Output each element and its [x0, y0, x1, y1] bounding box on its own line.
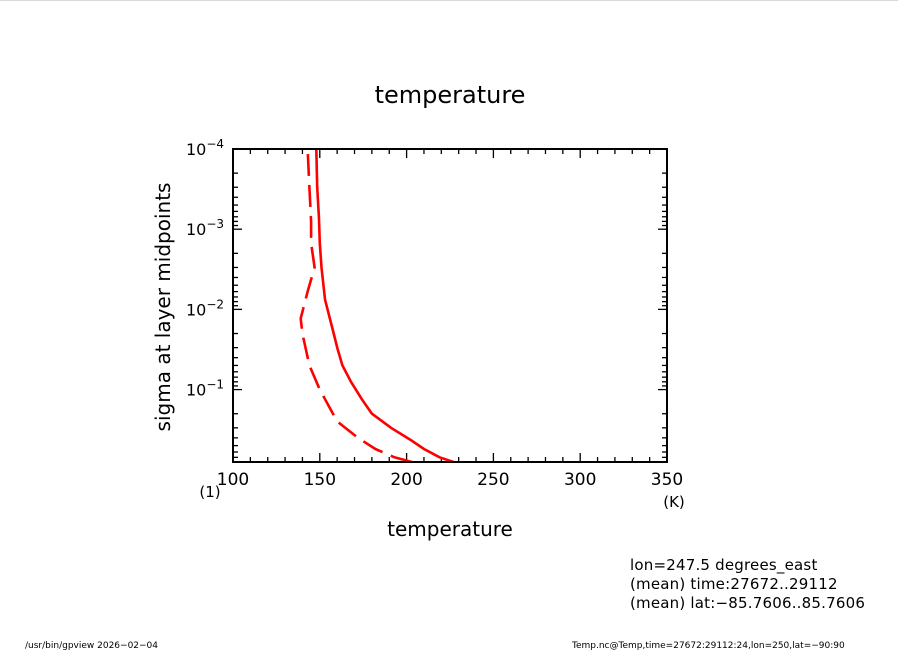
- x-tick-labels: 100 150 200 250 300 350: [217, 470, 683, 490]
- series-line-dashed: [299, 148, 413, 464]
- y-tick-labels: 10−4 10−3 10−2 10−1: [186, 137, 224, 400]
- plot-frame: [232, 148, 668, 463]
- info-lat: (mean) lat:−85.7606..85.7606: [630, 594, 866, 612]
- y-tick-label: 10−3: [186, 217, 224, 239]
- info-time: (mean) time:27672..29112: [630, 575, 838, 593]
- x-tick-label: 300: [564, 470, 596, 490]
- x-tick-label: 250: [477, 470, 509, 490]
- x-axis-label: temperature: [387, 517, 513, 541]
- x-tick-label: 200: [390, 470, 422, 490]
- axis-ticks: [232, 148, 668, 463]
- data-lines: [299, 148, 454, 464]
- x-axis-unit: (K): [663, 493, 685, 511]
- y-tick-label: 10−2: [186, 297, 224, 319]
- chart-title: temperature: [375, 81, 526, 109]
- x-tick-label: 100: [217, 470, 249, 490]
- x-tick-label: 150: [304, 470, 336, 490]
- footer-right: Temp.nc@Temp,time=27672:29112:24,lon=250…: [572, 641, 845, 651]
- y-tick-label: 10−1: [186, 378, 224, 400]
- y-axis-unit: (1): [199, 483, 220, 501]
- window-top-border: [0, 0, 898, 1]
- info-lon: lon=247.5 degrees_east: [630, 556, 818, 574]
- footer-left: /usr/bin/gpview 2026−02−04: [25, 641, 159, 651]
- x-tick-label: 350: [651, 470, 683, 490]
- series-line-solid: [315, 148, 454, 464]
- y-axis-label: sigma at layer midpoints: [151, 183, 175, 432]
- y-tick-label: 10−4: [186, 137, 224, 159]
